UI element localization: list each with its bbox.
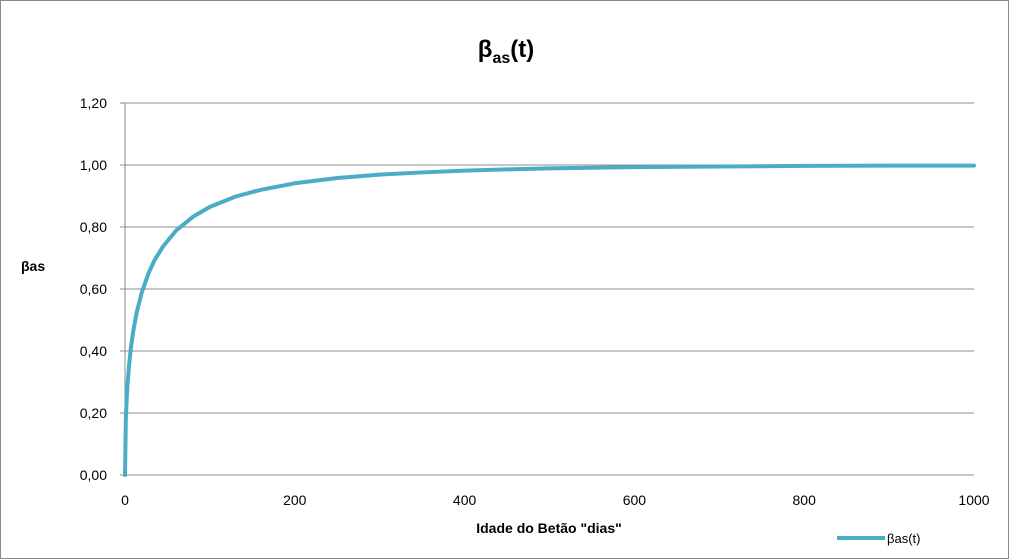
x-axis-title: Idade do Betão "dias" — [476, 520, 622, 536]
x-tick-label: 800 — [793, 492, 817, 508]
gridlines — [125, 102, 974, 414]
x-tick-label: 400 — [453, 492, 477, 508]
legend: βas(t) — [837, 531, 920, 546]
y-tick-label: 1,00 — [80, 157, 107, 173]
y-tick-label: 0,80 — [80, 219, 107, 235]
x-tick-label: 600 — [623, 492, 647, 508]
y-tick-label: 0,60 — [80, 281, 107, 297]
chart-title-subscript: as — [492, 50, 510, 67]
x-tick-label: 200 — [283, 492, 307, 508]
chart-title-main: β — [478, 36, 493, 63]
y-axis-title: βas — [21, 258, 45, 274]
y-axis-tick-labels: 0,00 0,20 0,40 0,60 0,80 1,00 1,20 — [80, 95, 107, 483]
y-tick-label: 1,20 — [80, 95, 107, 111]
series-line-betaas — [123, 163, 976, 477]
y-tick-label: 0,00 — [80, 467, 107, 483]
series-group — [123, 163, 976, 477]
x-tick-label: 1000 — [958, 492, 989, 508]
chart-title-suffix: (t) — [510, 36, 534, 63]
x-tick-label: 0 — [121, 492, 129, 508]
chart-title: βas(t) — [478, 36, 534, 67]
y-tick-label: 0,40 — [80, 343, 107, 359]
x-axis-tick-labels: 0 200 400 600 800 1000 — [121, 492, 990, 508]
y-tick-label: 0,20 — [80, 405, 107, 421]
legend-label: βas(t) — [887, 531, 920, 546]
